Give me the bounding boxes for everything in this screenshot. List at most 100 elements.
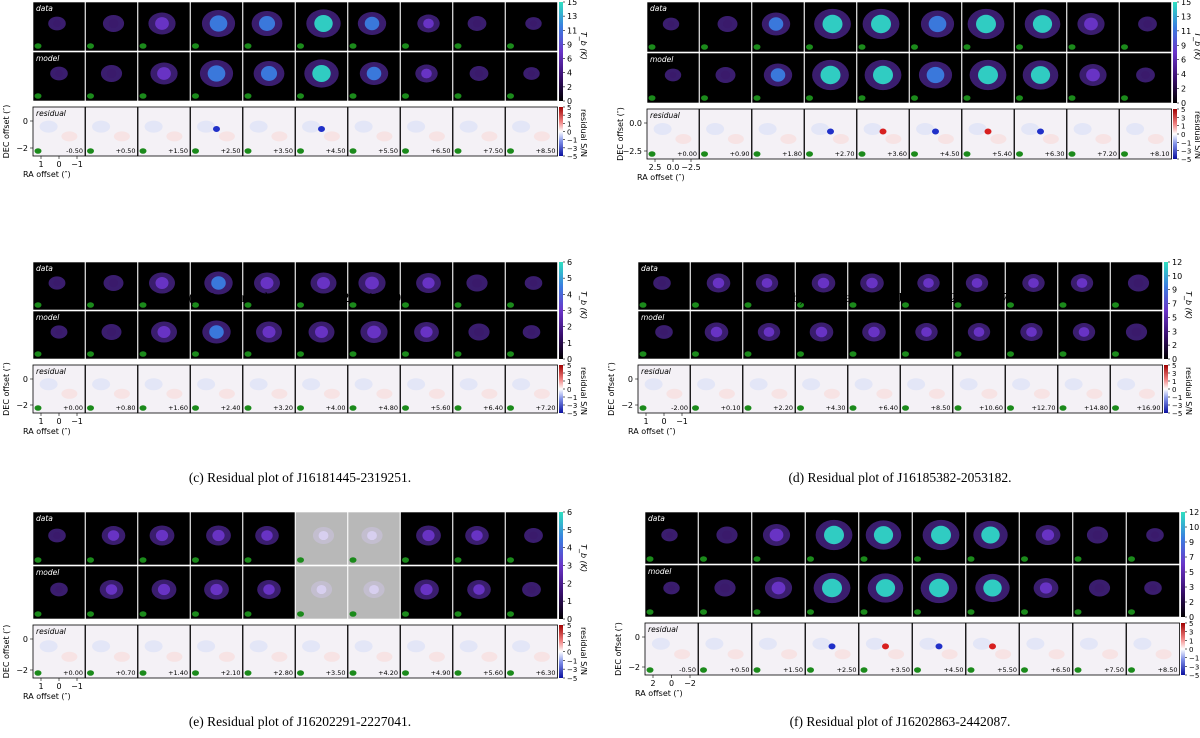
emission-core xyxy=(472,19,482,28)
residual-noise xyxy=(249,640,268,653)
channel-offset-label: +10.60 xyxy=(979,404,1003,412)
beam-marker xyxy=(753,151,761,157)
residual-noise xyxy=(1033,388,1050,399)
emission-core xyxy=(367,325,381,339)
emission-core xyxy=(318,530,329,541)
channel-offset-label: +8.50 xyxy=(931,404,951,412)
emission-core xyxy=(1086,68,1100,82)
emission-core xyxy=(55,586,63,593)
emission-core xyxy=(260,277,274,289)
row-label: residual xyxy=(641,367,672,376)
beam-marker xyxy=(192,557,199,563)
residual-noise xyxy=(271,388,288,399)
beam-marker xyxy=(297,148,304,154)
residual-noise xyxy=(718,388,735,399)
emission-core xyxy=(722,19,733,29)
beam-marker xyxy=(454,557,462,563)
emission-core xyxy=(875,579,896,597)
beam-marker xyxy=(507,405,514,411)
beam-marker xyxy=(244,351,252,357)
emission-core xyxy=(1143,20,1152,28)
y-axis-label: DEC offset (″) xyxy=(2,362,11,416)
residual-noise xyxy=(218,388,235,399)
model-tile xyxy=(85,51,138,102)
beam-marker xyxy=(297,557,304,563)
residual-tile xyxy=(295,624,348,679)
emission-core xyxy=(422,277,435,289)
residual-noise xyxy=(653,123,672,135)
residual-tile xyxy=(690,364,743,414)
emission-core xyxy=(768,17,784,31)
temperature-colorbar xyxy=(1164,262,1168,359)
residual-tick-label: −1 xyxy=(1189,655,1199,663)
emission-core xyxy=(106,68,117,79)
beam-marker xyxy=(454,351,462,357)
beam-marker xyxy=(1121,44,1128,50)
residual-noise xyxy=(1133,637,1152,650)
residual-tile xyxy=(400,106,453,157)
beam-marker xyxy=(954,351,962,357)
residual-tick-label: −5 xyxy=(1172,410,1182,418)
residual-noise xyxy=(249,120,268,133)
channel-offset-label: +4.00 xyxy=(326,404,346,412)
x-tick-label: −2.5 xyxy=(681,163,700,172)
residual-noise xyxy=(1042,134,1059,144)
x-tick-label: 1 xyxy=(38,682,43,691)
row-label: data xyxy=(36,514,53,523)
residual-noise xyxy=(354,640,373,653)
beam-marker xyxy=(860,667,868,673)
emission-core xyxy=(1032,15,1053,33)
beam-marker xyxy=(639,405,647,411)
beam-marker xyxy=(139,557,147,563)
residual-noise xyxy=(249,378,268,391)
row-label: data xyxy=(650,4,667,13)
temperature-tick-label: 2 xyxy=(567,83,572,92)
residual-noise xyxy=(197,640,216,653)
residual-noise xyxy=(811,123,830,135)
residual-tick-label: 5 xyxy=(567,622,571,630)
temperature-axis-label: T_b (K) xyxy=(579,544,588,572)
beam-marker xyxy=(849,405,857,411)
channel-offset-label: +8.50 xyxy=(536,147,556,155)
beam-marker xyxy=(648,151,656,157)
beam-marker xyxy=(797,351,804,357)
residual-noise xyxy=(832,134,849,144)
temperature-tick-label: 0 xyxy=(567,97,572,106)
temperature-tick-label: 9 xyxy=(1189,538,1194,547)
row-label: model xyxy=(641,313,665,322)
residual-tile xyxy=(1110,364,1163,414)
residual-noise xyxy=(990,134,1007,144)
residual-noise xyxy=(959,378,978,391)
emission-core xyxy=(106,327,117,337)
residual-noise xyxy=(376,388,393,399)
emission-core xyxy=(669,71,677,79)
beam-marker xyxy=(753,609,761,615)
x-axis-label: RA offset (″) xyxy=(23,692,71,701)
temperature-tick-label: 2 xyxy=(1189,598,1194,607)
residual-noise xyxy=(166,388,183,399)
emission-core xyxy=(1084,17,1098,31)
emission-core xyxy=(420,326,433,338)
residual-axis-label: residual S/N xyxy=(1193,111,1200,159)
channel-offset-label: +7.50 xyxy=(1104,666,1124,674)
beam-marker xyxy=(244,670,252,676)
residual-tick-label: 1 xyxy=(567,120,571,128)
channel-offset-label: +0.00 xyxy=(63,404,83,412)
temperature-axis-label: T_b (K) xyxy=(1193,32,1200,60)
residual-noise xyxy=(92,640,111,653)
beam-marker xyxy=(692,405,699,411)
residual-noise xyxy=(1021,123,1040,135)
temperature-tick-label: 0 xyxy=(1189,613,1194,622)
emission-core xyxy=(821,578,843,598)
temperature-axis-label: T_b (K) xyxy=(579,291,588,319)
residual-tile xyxy=(242,364,296,414)
row-label: model xyxy=(650,55,674,64)
residual-noise xyxy=(1147,134,1164,144)
row-label: data xyxy=(648,514,665,523)
residual-noise xyxy=(407,640,426,653)
beam-marker xyxy=(1016,44,1023,50)
residual-noise xyxy=(407,378,426,391)
emission-core xyxy=(529,531,538,540)
channel-offset-label: +5.50 xyxy=(378,147,398,155)
residual-tick-label: −3 xyxy=(567,402,577,410)
